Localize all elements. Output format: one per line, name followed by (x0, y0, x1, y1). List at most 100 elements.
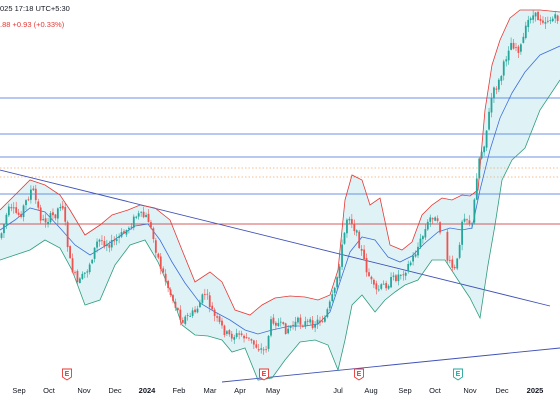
price-change: .88 +0.93 (+0.33%) (0, 20, 65, 29)
candle-body (515, 47, 517, 49)
candle-body (358, 231, 361, 249)
candle-body (250, 339, 253, 341)
x-tick-label: Oct (429, 386, 442, 395)
candle-body (262, 349, 265, 351)
candle-body (240, 333, 243, 335)
ascending-trend-line (221, 347, 560, 383)
x-tick-label: Apr (234, 386, 246, 395)
candle-body (228, 330, 231, 335)
candle-body (128, 227, 130, 230)
candle-body (527, 19, 530, 28)
candle-body (32, 188, 35, 191)
candle-body (529, 18, 532, 21)
horizontal-levels (0, 97, 560, 225)
candle-body (309, 319, 312, 323)
candle-body (181, 320, 184, 323)
candle-body (532, 15, 535, 20)
candle-body (402, 274, 405, 276)
candle-body (348, 218, 351, 221)
candle-body (88, 264, 91, 273)
candle-body (370, 276, 373, 280)
candle-body (135, 216, 138, 218)
candle-body (110, 240, 113, 248)
candle-body (458, 244, 461, 258)
candle-body (301, 326, 304, 327)
x-tick-label: Sep (12, 386, 25, 395)
candle-body (142, 211, 145, 218)
x-tick-label: Feb (173, 386, 186, 395)
candle-body (326, 309, 329, 318)
candle-body (534, 12, 537, 17)
candle-body (194, 309, 196, 313)
candle-body (490, 98, 493, 113)
candle-body (350, 219, 353, 224)
candle-body (341, 244, 343, 267)
candle-body (145, 214, 147, 217)
candle-body (289, 326, 292, 328)
x-tick-label: Nov (77, 386, 91, 395)
candle-body (108, 244, 111, 248)
candle-body (223, 325, 226, 336)
candle-body (177, 308, 179, 310)
candle-body (328, 301, 331, 309)
x-tick-label: Jul (333, 386, 343, 395)
candle-body (321, 321, 324, 322)
candle-body (201, 294, 204, 303)
x-tick-label: 2024 (139, 386, 157, 395)
upper-band-line (0, 9, 560, 316)
candle-body (537, 11, 539, 20)
candle-body (174, 301, 177, 308)
x-tick-label: Oct (43, 386, 56, 395)
candle-body (277, 322, 280, 327)
candle-body (510, 42, 512, 50)
candle-body (27, 199, 30, 201)
candle-body (154, 240, 157, 253)
candle-body (522, 36, 525, 43)
earnings-event-marker[interactable]: E (453, 368, 463, 381)
candle-body (103, 240, 106, 247)
candle-body (549, 20, 552, 21)
candle-body (483, 146, 486, 153)
candle-body (380, 284, 383, 289)
chart-timestamp: 025 17:18 UTC+5:30 (0, 4, 70, 13)
candle-body (91, 259, 94, 264)
candle-body (502, 61, 505, 76)
candle-body (233, 337, 236, 340)
candle-body (493, 87, 495, 98)
candle-body (375, 283, 378, 290)
candle-body (468, 220, 471, 225)
svg-text:E: E (262, 371, 267, 378)
candle-body (105, 244, 108, 247)
candle-body (311, 320, 314, 329)
candle-body (524, 25, 527, 38)
candle-body (461, 221, 463, 245)
candle-body (426, 221, 429, 230)
earnings-event-marker[interactable]: E (259, 368, 269, 381)
candle-body (167, 280, 169, 289)
earnings-event-marker[interactable]: E (354, 368, 364, 381)
candle-body (96, 241, 98, 248)
candle-body (424, 229, 427, 238)
candle-body (56, 208, 59, 219)
candle-body (434, 217, 437, 221)
candle-body (480, 151, 483, 159)
earnings-event-marker[interactable]: E (62, 368, 72, 381)
candle-body (172, 295, 174, 301)
candle-body (196, 308, 199, 313)
candle-body (191, 310, 194, 316)
candle-body (226, 331, 228, 334)
candle-body (221, 320, 223, 326)
candle-body (44, 218, 47, 223)
candle-body (429, 217, 432, 222)
candle-body (189, 316, 192, 317)
candle-body (436, 218, 439, 221)
candle-body (71, 258, 74, 273)
candle-body (495, 88, 498, 90)
candle-body (463, 218, 466, 222)
candle-body (500, 76, 503, 81)
candle-body (243, 335, 245, 339)
x-tick-label: Aug (364, 386, 377, 395)
candle-body (267, 335, 270, 349)
